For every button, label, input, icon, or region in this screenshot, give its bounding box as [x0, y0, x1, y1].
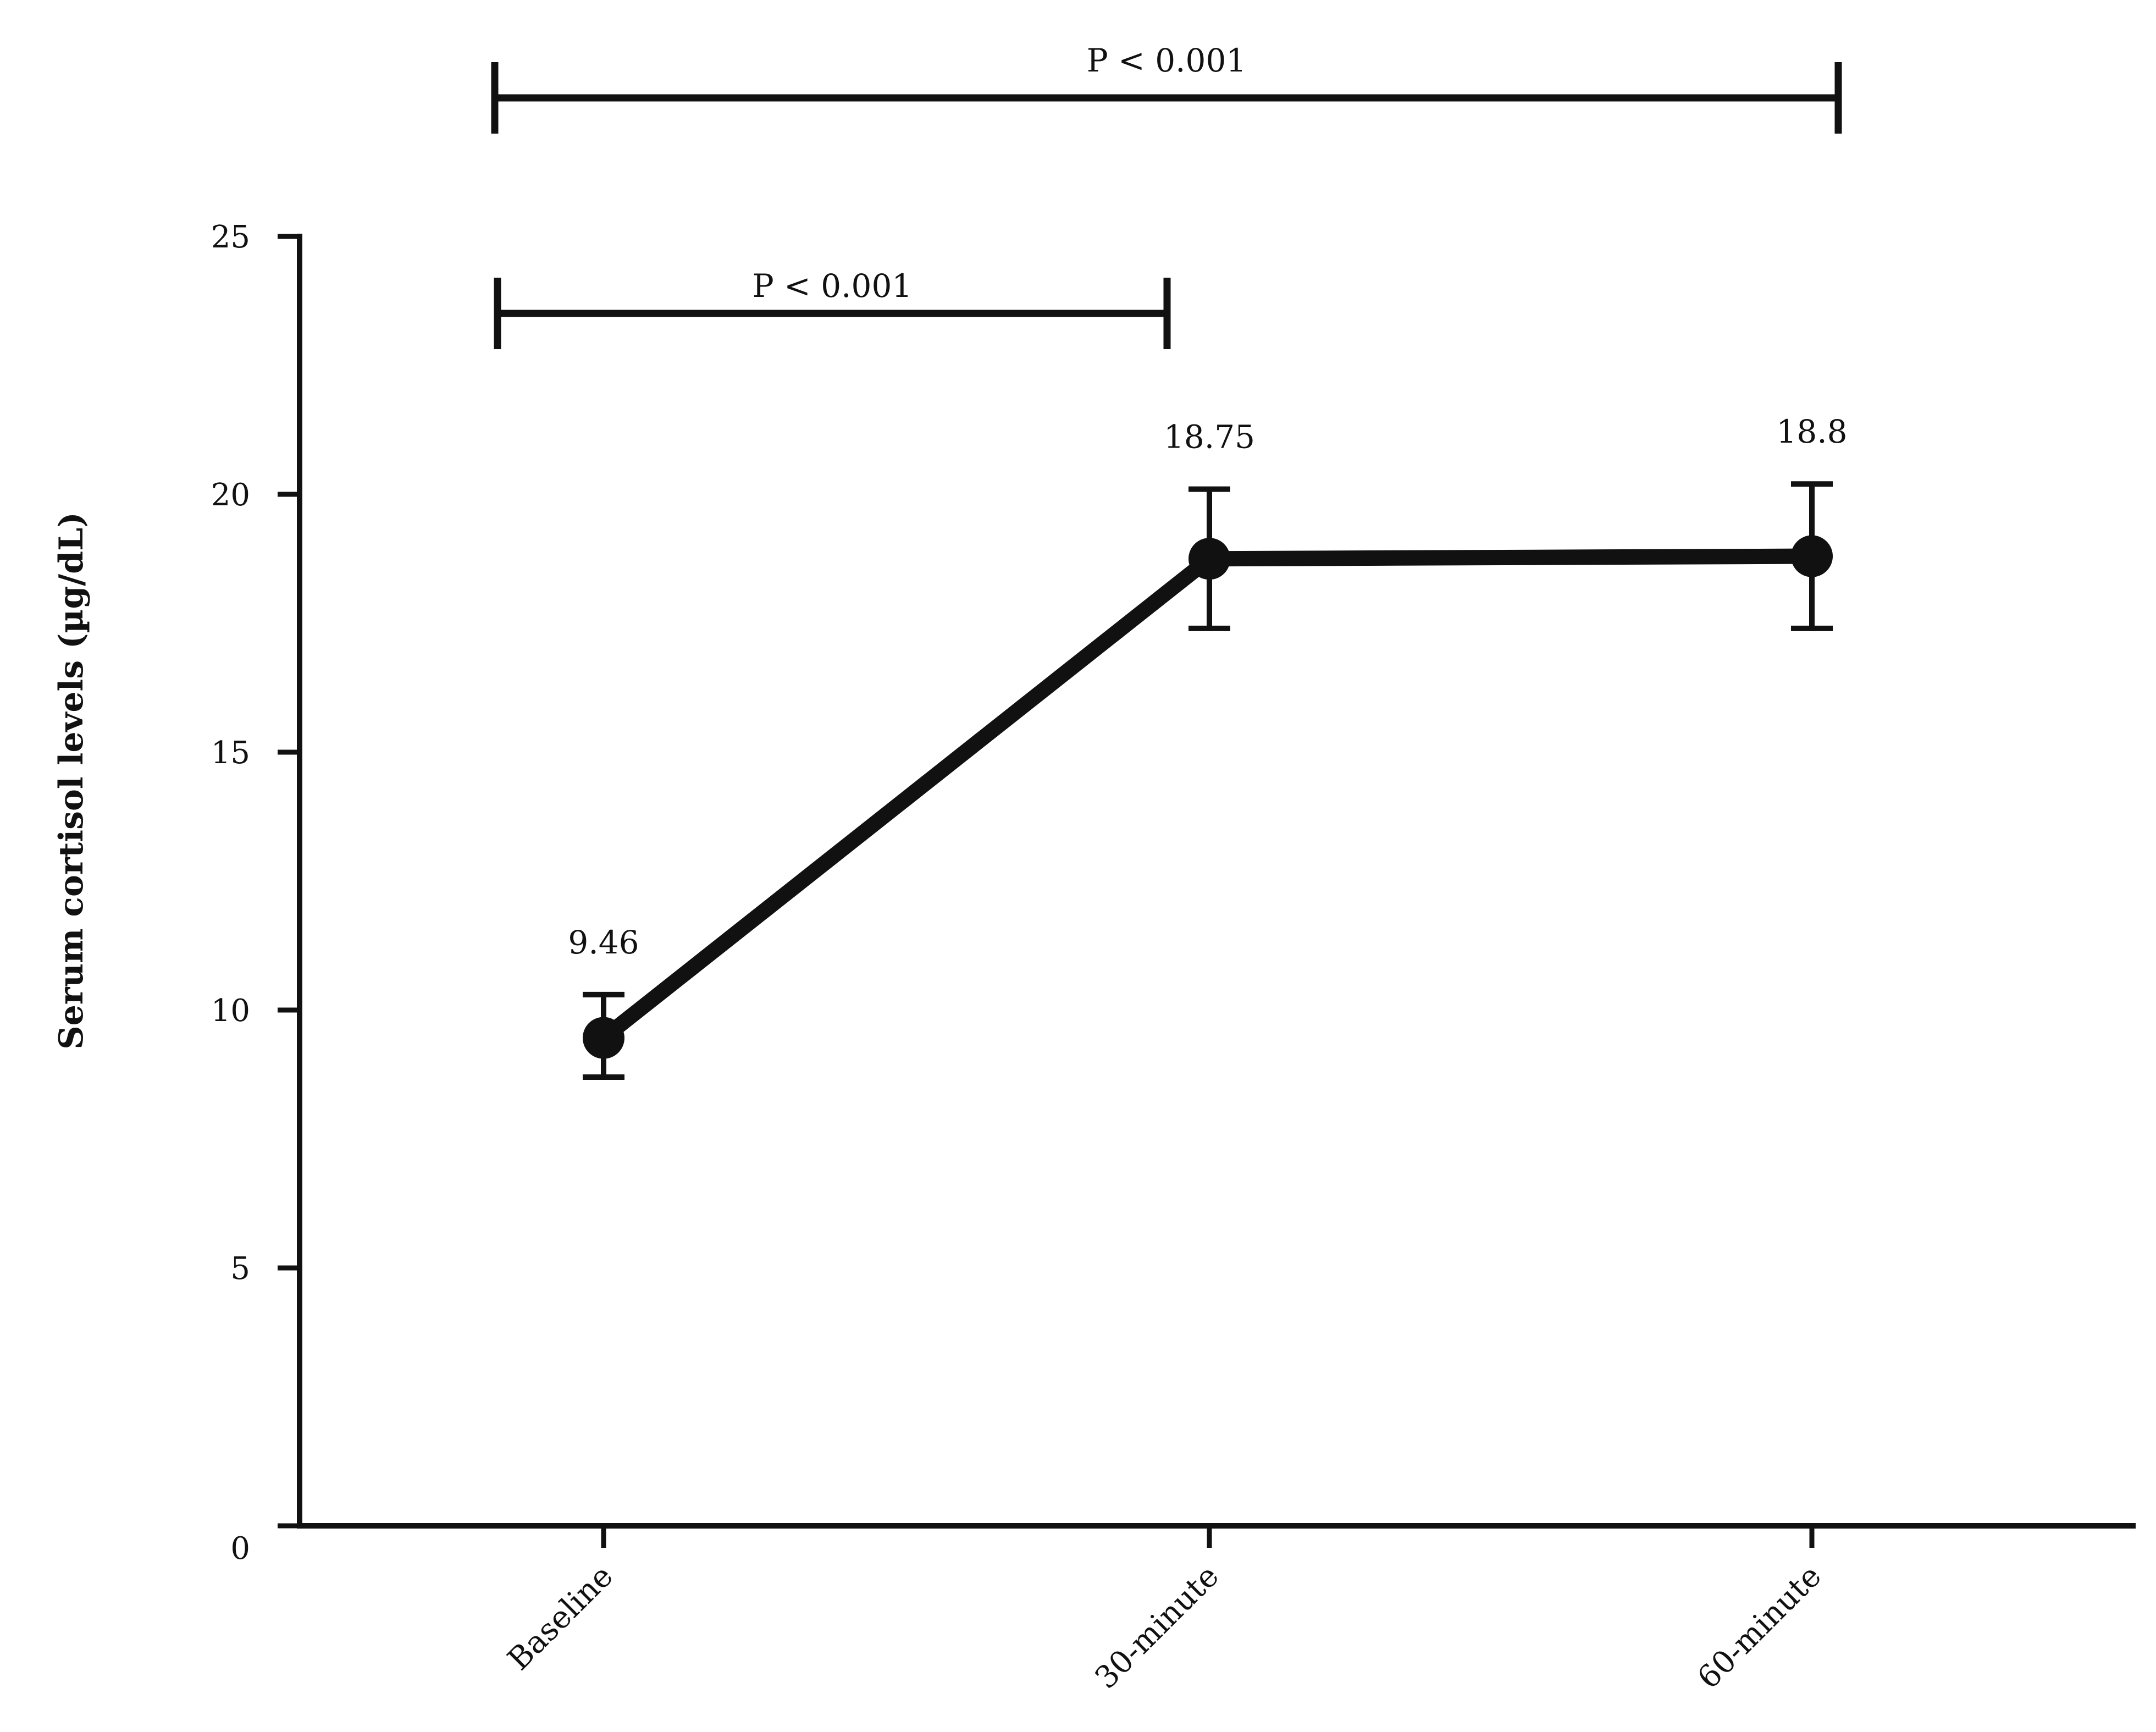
data-point: 18.8: [1776, 413, 1848, 631]
x-tick-label: Baseline: [501, 1558, 620, 1678]
data-marker: [1188, 538, 1230, 580]
significance-label: P < 0.001: [753, 267, 913, 305]
x-ticks: Baseline 30-minute 60-minute: [501, 1526, 1828, 1696]
y-tick-label: 0: [230, 1531, 250, 1566]
x-tick-label: 60-minute: [1691, 1558, 1828, 1696]
significance-bracket: P < 0.001: [494, 267, 1171, 349]
data-label: 18.8: [1776, 413, 1847, 450]
x-tick-label: 30-minute: [1088, 1558, 1226, 1696]
data-point: 9.46: [568, 924, 639, 1080]
significance-label: P < 0.001: [1087, 42, 1247, 79]
data-marker: [1791, 535, 1833, 577]
y-tick-label: 5: [230, 1251, 250, 1287]
y-tick-label: 15: [211, 735, 250, 771]
y-tick-label: 20: [211, 477, 250, 513]
y-axis-label: Serum cortisol levels (µg/dL): [52, 512, 91, 1049]
y-ticks: 0 5 10 15 20 25: [211, 219, 300, 1566]
significance-bracket: P < 0.001: [491, 42, 1842, 134]
data-point: 18.75: [1164, 418, 1255, 631]
data-label: 9.46: [568, 924, 639, 961]
y-tick-label: 10: [211, 993, 250, 1029]
y-tick-label: 25: [211, 219, 250, 255]
significance-brackets: P < 0.001 P < 0.001: [491, 42, 1842, 349]
data-marker: [583, 1017, 624, 1059]
data-label: 18.75: [1164, 418, 1255, 456]
series-group: 9.46 18.75 18.8: [568, 413, 1848, 1080]
